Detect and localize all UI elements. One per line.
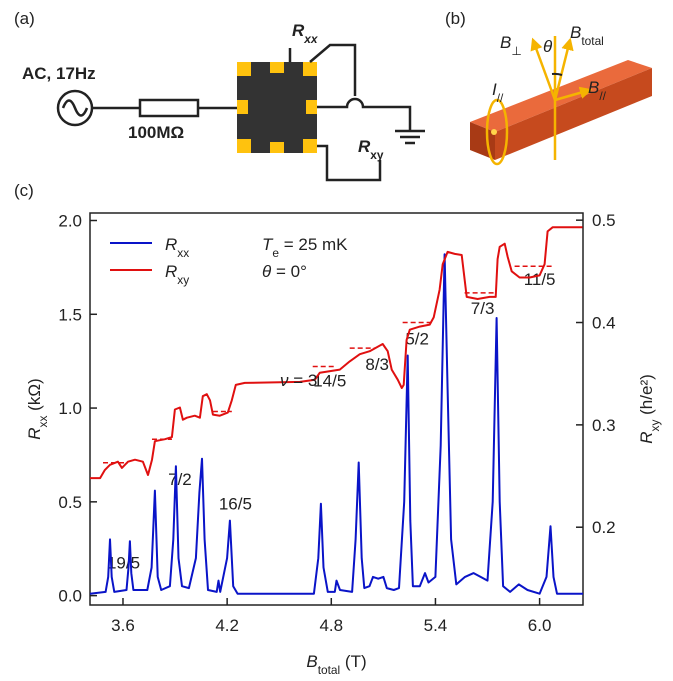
y-tick-label: 0.5 [58, 493, 82, 512]
y2-tick-label: 0.3 [592, 416, 616, 435]
y-tick-label: 0.0 [58, 587, 82, 606]
x-tick-label: 3.6 [111, 616, 135, 635]
x-tick-label: 5.4 [424, 616, 448, 635]
wire [317, 97, 412, 130]
angle-arc [551, 72, 563, 76]
legend-label: Rxy [165, 262, 189, 287]
b-perp-arrow [530, 37, 557, 101]
current-dot [491, 129, 497, 135]
x-axis-label: Btotal (T) [306, 652, 366, 677]
theta-label: θ [543, 37, 553, 56]
plateau-label: 7/3 [471, 299, 495, 318]
legend-label: Rxx [165, 235, 189, 260]
sample-sketch: (b) B⊥ θ Btotal I// B// [445, 9, 652, 166]
plateau-label: 16/5 [219, 495, 252, 514]
y-axis-label: Rxx (kΩ) [25, 378, 50, 439]
panel-label: (c) [14, 181, 34, 200]
plateau-label: 11/5 [524, 270, 556, 289]
wire [309, 43, 357, 96]
b-total-arrow [553, 37, 574, 101]
b-perp-label: B⊥ [500, 33, 522, 58]
resistor [138, 98, 200, 118]
x-tick-label: 6.0 [528, 616, 552, 635]
rxx-label: Rxx [292, 21, 319, 46]
plateau-label: 8/3 [365, 355, 389, 374]
bar-top [470, 60, 652, 132]
current-label: I// [492, 80, 504, 105]
bar-side [495, 68, 652, 160]
b-par-label: B// [588, 78, 607, 103]
y2-tick-label: 0.4 [592, 314, 616, 333]
b-par-arrow [554, 86, 593, 102]
x-tick-label: 4.2 [215, 616, 239, 635]
rxy-label: Rxy [358, 137, 384, 162]
wire [317, 144, 382, 182]
plateau-label: 14/5 [313, 372, 346, 391]
source-label: AC, 17Hz [22, 64, 96, 83]
x-tick-label: 4.8 [319, 616, 343, 635]
current-loop [485, 98, 509, 166]
pads [237, 62, 317, 153]
y2-tick-label: 0.5 [592, 211, 616, 230]
plateau-label: 5/2 [405, 330, 429, 349]
b-total-label: Btotal [570, 23, 604, 48]
series-line [89, 253, 583, 595]
y-tick-label: 1.5 [58, 305, 82, 324]
y-tick-label: 1.0 [58, 399, 82, 418]
resistor-label: 100MΩ [128, 123, 184, 142]
plot: 3.6 4.2 4.8 5.4 6.0 0.0 0.5 1.0 1.5 2.0 0.2 0.3 0.4 0… [25, 211, 662, 677]
annotation: ν = 3 [280, 371, 317, 390]
annotation: θ = 0° [262, 262, 307, 281]
plot-frame [89, 212, 584, 606]
plateau-label: 7/2 [168, 470, 192, 489]
circuit: (a) AC, 17Hz 100MΩ Rxx Rxy [14, 9, 425, 182]
series-line [90, 226, 583, 480]
chip [237, 62, 317, 153]
y-tick-label: 2.0 [58, 212, 82, 231]
sine [61, 99, 89, 117]
annotation: Te = 25 mK [262, 235, 348, 260]
panel-label: (a) [14, 9, 35, 28]
y2-axis-label: Rxy (h/e²) [637, 374, 662, 444]
panel-label: (b) [445, 9, 466, 28]
y2-tick-label: 0.2 [592, 518, 616, 537]
